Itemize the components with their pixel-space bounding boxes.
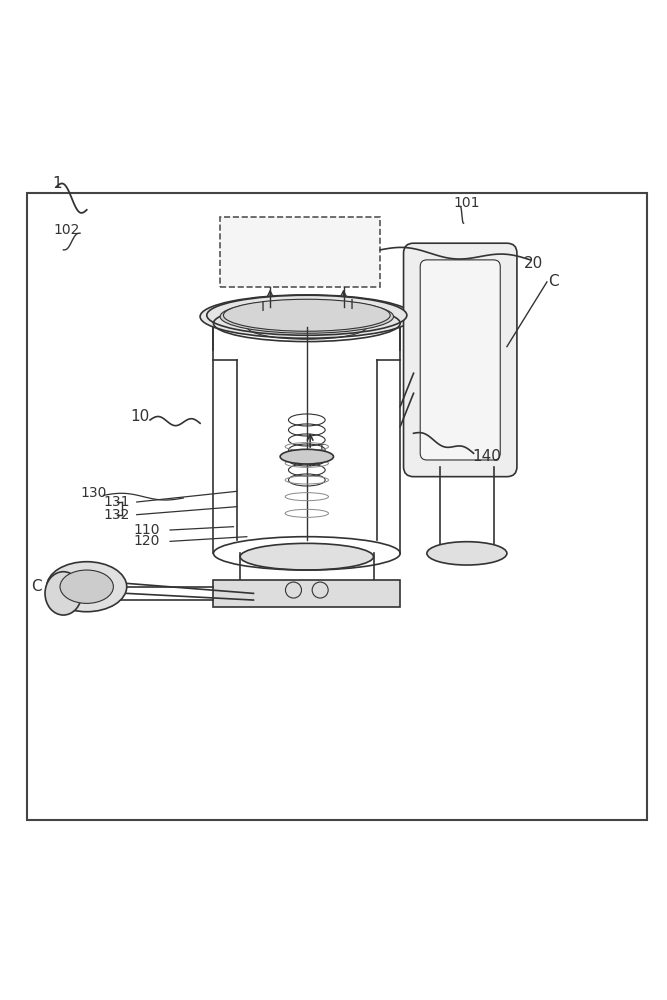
Bar (220, 217, 380, 287)
Text: 140: 140 (472, 449, 502, 464)
Ellipse shape (223, 299, 390, 331)
Ellipse shape (240, 543, 374, 570)
FancyBboxPatch shape (404, 243, 517, 477)
FancyBboxPatch shape (420, 260, 500, 460)
Bar (213, 580, 400, 607)
Text: 132: 132 (103, 508, 130, 522)
Text: 131: 131 (103, 495, 130, 509)
Text: 101: 101 (454, 196, 480, 210)
Ellipse shape (200, 295, 414, 338)
Text: 130: 130 (80, 486, 107, 500)
Ellipse shape (47, 562, 127, 612)
Text: 120: 120 (133, 534, 160, 548)
Text: I: I (350, 298, 354, 312)
Text: C: C (31, 579, 42, 594)
Ellipse shape (45, 572, 82, 615)
Text: C: C (548, 274, 559, 289)
Text: 1: 1 (52, 176, 61, 191)
Text: 10: 10 (131, 409, 149, 424)
Text: 110: 110 (133, 523, 160, 537)
Text: I: I (260, 300, 264, 314)
Ellipse shape (427, 542, 507, 565)
Text: T: T (317, 443, 325, 456)
Ellipse shape (60, 570, 113, 603)
Text: 102: 102 (53, 223, 80, 237)
Ellipse shape (207, 295, 407, 335)
Ellipse shape (220, 300, 394, 333)
Ellipse shape (280, 449, 334, 464)
Text: 20: 20 (524, 256, 543, 271)
